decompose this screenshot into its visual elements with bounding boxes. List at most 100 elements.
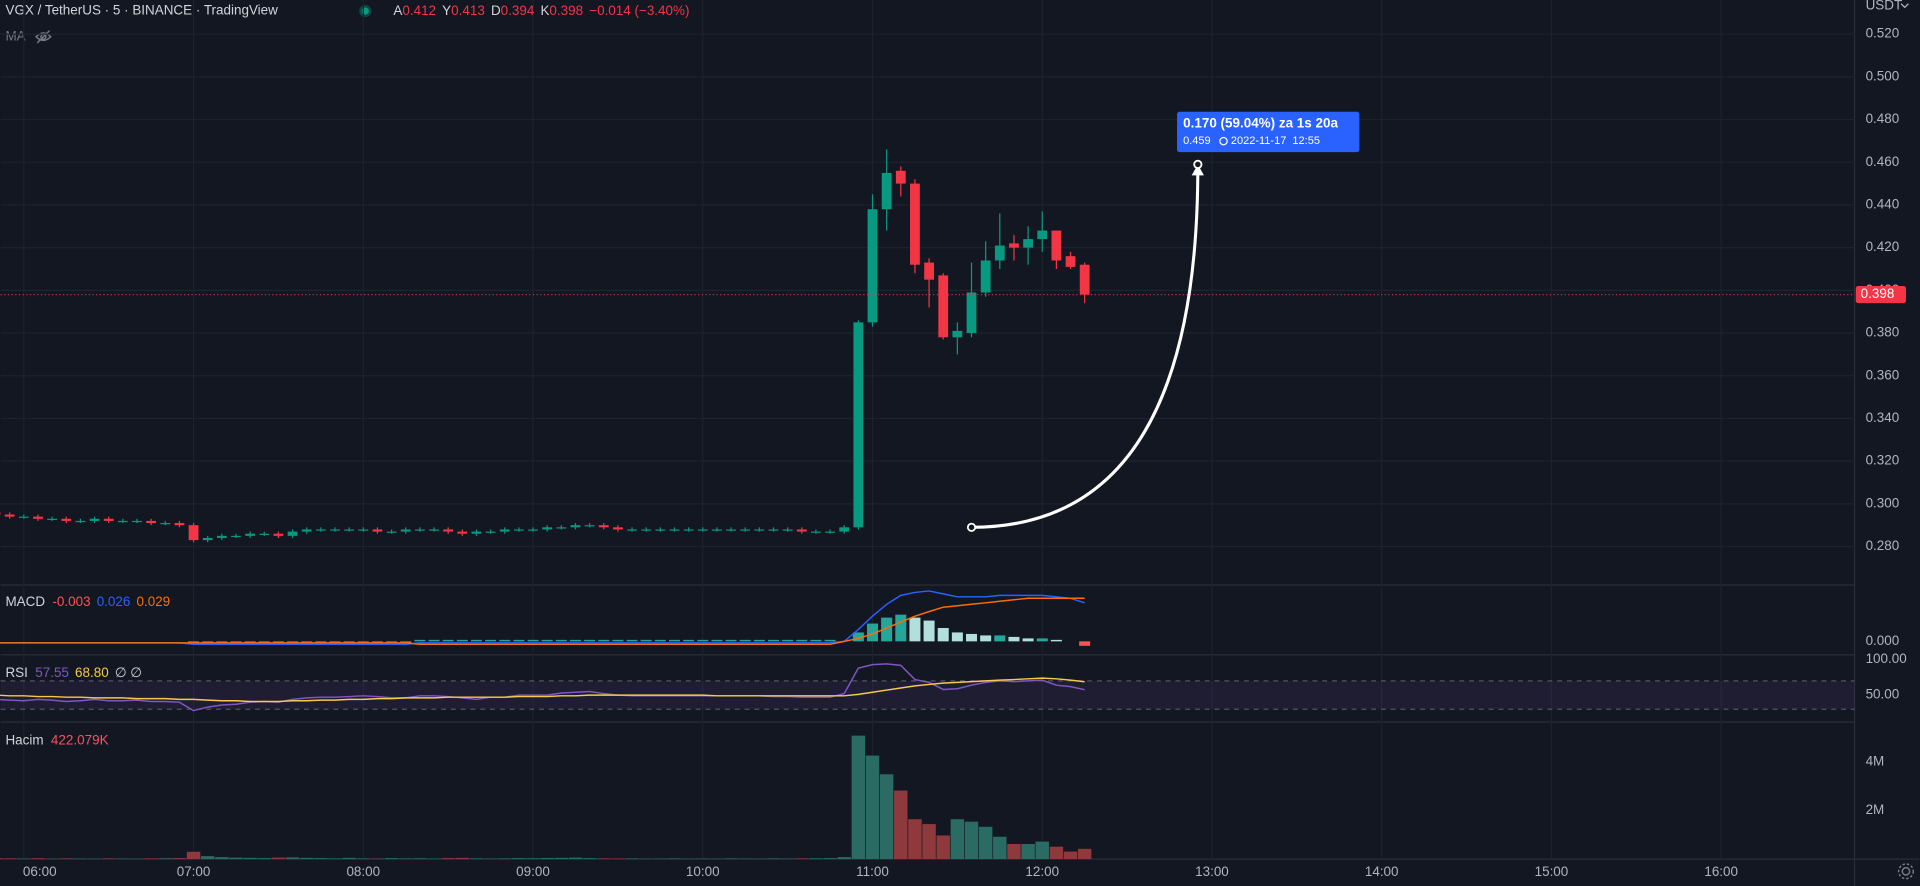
ohlc-letter: D xyxy=(491,3,501,18)
macd-histogram-bar xyxy=(527,639,539,642)
macd-histogram-bar xyxy=(1036,638,1048,642)
volume-bar xyxy=(809,858,823,860)
candle-body xyxy=(641,529,652,531)
y-tick-label: 0.280 xyxy=(1866,538,1900,553)
candle-body xyxy=(414,529,425,531)
candle-body xyxy=(1079,264,1090,295)
macd-histogram-bar xyxy=(499,639,511,642)
macd-histogram-bar xyxy=(1050,639,1062,642)
price-change: −0.014 (−3.40%) xyxy=(589,3,689,18)
volume-bar xyxy=(59,858,73,860)
macd-histogram-bar xyxy=(1022,638,1034,642)
rsi-legend: RSI 57.55 68.80 ∅ ∅ xyxy=(5,665,142,680)
candle-body xyxy=(216,535,227,538)
candle-body xyxy=(938,275,949,338)
candle-body xyxy=(47,518,58,520)
candle-body xyxy=(471,531,482,534)
y-tick-label: 0.300 xyxy=(1866,495,1900,510)
candle-body xyxy=(782,529,793,531)
candle-body xyxy=(245,533,256,536)
candle-body xyxy=(712,529,722,531)
volume-bar xyxy=(31,858,45,860)
volume-bar xyxy=(257,858,272,860)
volume-bar xyxy=(2,858,17,860)
macd-histogram-bar xyxy=(202,641,214,643)
y-tick-label: 0.460 xyxy=(1866,154,1900,169)
x-tick-label: 06:00 xyxy=(23,864,57,879)
candle-body xyxy=(683,529,694,531)
volume-bar xyxy=(398,858,413,860)
rsi-extra: ∅ ∅ xyxy=(115,665,142,680)
candle-body xyxy=(980,260,991,293)
candle-body xyxy=(1023,239,1033,248)
volume-bar xyxy=(922,824,936,860)
candle-body xyxy=(584,525,595,527)
x-tick-label: 14:00 xyxy=(1365,864,1399,879)
pane-title: Hacim xyxy=(5,732,43,747)
volume-bar xyxy=(667,858,682,860)
volume-bar xyxy=(271,857,286,860)
volume-bar xyxy=(215,857,229,860)
currency-caret[interactable] xyxy=(1900,3,1909,9)
volume-bar xyxy=(653,858,668,860)
indicator-label[interactable]: MA xyxy=(5,28,25,43)
settings-icon[interactable] xyxy=(1897,863,1915,880)
candle-body xyxy=(4,514,15,517)
y-tick-label: 0.500 xyxy=(1866,68,1900,83)
last-price-box xyxy=(1855,286,1906,304)
y-tick-label: 4M xyxy=(1866,753,1885,768)
rsi-ma-line xyxy=(0,677,1085,703)
macd-histogram-bar xyxy=(881,617,893,642)
macd-legend: MACD -0.003 0.026 0.029 xyxy=(5,594,170,609)
macd-histogram-bar xyxy=(824,639,836,642)
macd-histogram-bar xyxy=(287,641,299,643)
candle-body xyxy=(895,170,906,184)
candle-body xyxy=(174,523,185,526)
volume-bar xyxy=(1077,848,1092,860)
volume-bar xyxy=(964,821,979,860)
candle-body xyxy=(499,529,510,532)
signal-line xyxy=(0,597,1085,646)
candle-body xyxy=(146,520,157,524)
x-tick-label: 15:00 xyxy=(1535,864,1569,879)
measure-date: 2022-11-17 12:55 xyxy=(1231,135,1320,147)
y-tick-label: 2M xyxy=(1866,802,1885,817)
macd-histogram-bar xyxy=(683,639,695,642)
macd-value: 0.026 xyxy=(97,594,131,609)
candle-body xyxy=(103,518,114,521)
y-tick-label: 0.360 xyxy=(1866,367,1900,382)
candle-body xyxy=(485,531,496,533)
volume-bar xyxy=(314,858,328,860)
candle-body xyxy=(18,516,29,518)
macd-histogram-bar xyxy=(470,639,482,642)
ohlc-header: A0.412 Y0.413 D0.394 K0.398 −0.014 (−3.40%) xyxy=(393,3,689,18)
volume-bar xyxy=(1035,841,1049,860)
volume-bar xyxy=(611,858,625,860)
macd-histogram-bar xyxy=(456,639,468,642)
candle-body xyxy=(839,527,850,532)
volume-bar xyxy=(554,857,569,860)
candle-body xyxy=(768,529,779,531)
candle-body xyxy=(117,520,128,523)
candle-body xyxy=(443,529,454,532)
macd-histogram-bar xyxy=(895,614,907,642)
macd-histogram-bar xyxy=(966,633,978,642)
macd-histogram-bar xyxy=(357,641,369,643)
x-tick-label: 16:00 xyxy=(1704,864,1738,879)
volume-bar xyxy=(1021,844,1035,860)
measure-start xyxy=(966,522,977,532)
candle-body xyxy=(966,292,977,334)
macd-histogram-bar xyxy=(923,620,935,642)
candle-body xyxy=(853,322,864,528)
macd-histogram-bar xyxy=(612,639,624,642)
candle-body xyxy=(75,520,86,523)
macd-histogram-bar xyxy=(668,639,680,642)
candle-body xyxy=(881,172,892,210)
currency-label[interactable]: USDT xyxy=(1866,0,1903,13)
volume-bar xyxy=(625,858,639,860)
candle-body xyxy=(344,529,355,531)
volume-bar xyxy=(101,858,116,860)
y-tick-label: 100.00 xyxy=(1866,651,1907,666)
macd-histogram-bar xyxy=(951,632,963,642)
